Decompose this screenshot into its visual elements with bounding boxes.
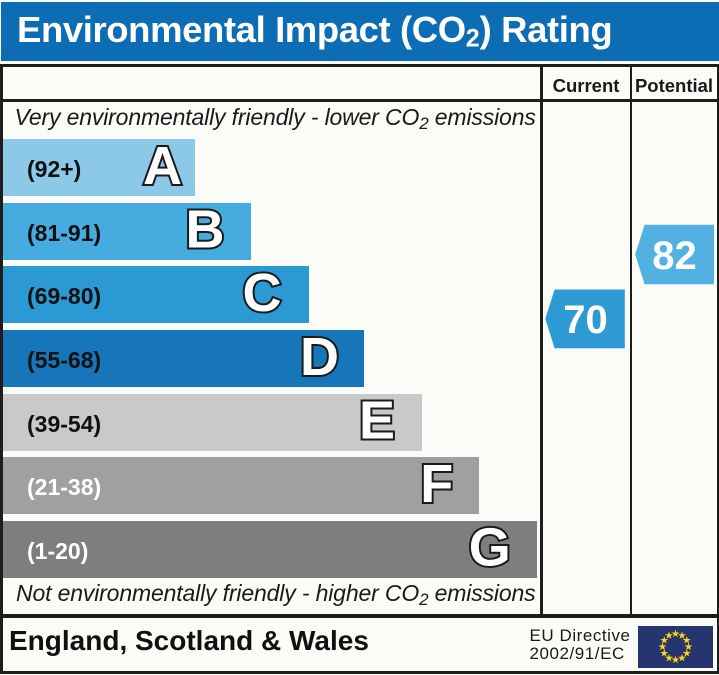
svg-text:D: D [300,327,339,387]
svg-text:70: 70 [563,298,608,342]
svg-text:F: F [420,454,453,514]
svg-text:A: A [143,136,182,196]
svg-text:B: B [186,200,225,260]
svg-text:C: C [243,263,282,323]
svg-text:82: 82 [652,234,697,278]
svg-text:E: E [359,391,395,451]
svg-text:G: G [469,518,511,578]
